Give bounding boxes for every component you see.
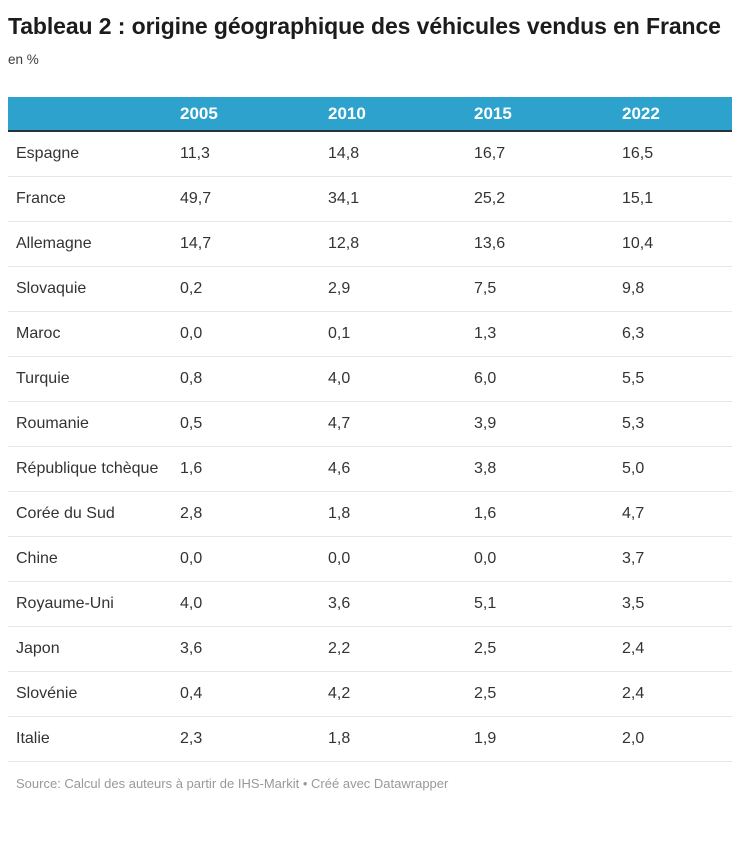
row-label: Allemagne: [8, 221, 172, 267]
row-label: Slovénie: [8, 671, 172, 717]
row-label: Turquie: [8, 356, 172, 402]
table-row: Allemagne 14,7 12,8 13,6 10,4: [8, 221, 732, 267]
unit-subtitle: en %: [8, 51, 39, 67]
cell-value: 2,3: [172, 716, 320, 762]
footer-separator: •: [302, 775, 308, 791]
cell-value: 5,0: [614, 446, 732, 492]
cell-value: 0,5: [172, 401, 320, 447]
datawrapper-credit-link[interactable]: Créé avec Datawrapper: [311, 775, 449, 791]
cell-value: 6,0: [466, 356, 614, 402]
cell-value: 2,5: [466, 626, 614, 672]
cell-value: 2,4: [614, 671, 732, 717]
row-label: Espagne: [8, 130, 172, 177]
cell-value: 6,3: [614, 311, 732, 357]
cell-value: 12,8: [320, 221, 466, 267]
cell-value: 0,0: [320, 536, 466, 582]
row-label: France: [8, 176, 172, 222]
cell-value: 1,9: [466, 716, 614, 762]
cell-value: 14,7: [172, 221, 320, 267]
row-label: République tchèque: [8, 446, 172, 492]
cell-value: 7,5: [466, 266, 614, 312]
cell-value: 2,4: [614, 626, 732, 672]
table-row: Espagne 11,3 14,8 16,7 16,5: [8, 130, 732, 177]
page-title: Tableau 2 : origine géographique des véh…: [8, 13, 721, 39]
table-row: Italie 2,3 1,8 1,9 2,0: [8, 716, 732, 762]
cell-value: 49,7: [172, 176, 320, 222]
cell-value: 11,3: [172, 130, 320, 177]
table-row: Chine 0,0 0,0 0,0 3,7: [8, 536, 732, 582]
row-label: Maroc: [8, 311, 172, 357]
cell-value: 0,0: [172, 311, 320, 357]
cell-value: 3,6: [172, 626, 320, 672]
year-column-header-2015: 2015: [466, 96, 614, 132]
cell-value: 0,1: [320, 311, 466, 357]
cell-value: 4,2: [320, 671, 466, 717]
cell-value: 3,9: [466, 401, 614, 447]
cell-value: 15,1: [614, 176, 732, 222]
cell-value: 34,1: [320, 176, 466, 222]
row-label: Roumanie: [8, 401, 172, 447]
row-label: Japon: [8, 626, 172, 672]
cell-value: 13,6: [466, 221, 614, 267]
cell-value: 3,5: [614, 581, 732, 627]
row-label: Royaume-Uni: [8, 581, 172, 627]
cell-value: 4,0: [320, 356, 466, 402]
cell-value: 3,6: [320, 581, 466, 627]
year-column-header-2010: 2010: [320, 96, 466, 132]
cell-value: 2,2: [320, 626, 466, 672]
cell-value: 16,7: [466, 130, 614, 177]
cell-value: 2,0: [614, 716, 732, 762]
cell-value: 1,8: [320, 716, 466, 762]
cell-value: 3,7: [614, 536, 732, 582]
cell-value: 5,3: [614, 401, 732, 447]
table-row: Corée du Sud 2,8 1,8 1,6 4,7: [8, 491, 732, 537]
table-header-row: 2005 2010 2015 2022: [8, 96, 732, 132]
cell-value: 0,0: [172, 536, 320, 582]
table-row: République tchèque 1,6 4,6 3,8 5,0: [8, 446, 732, 492]
cell-value: 2,9: [320, 266, 466, 312]
source-line: Source: Calcul des auteurs à partir de I…: [8, 762, 732, 792]
country-column-header: [8, 96, 172, 132]
cell-value: 2,8: [172, 491, 320, 537]
table-body: Espagne 11,3 14,8 16,7 16,5 France 49,7 34,1 25,…: [8, 130, 732, 762]
table-row: France 49,7 34,1 25,2 15,1: [8, 176, 732, 222]
cell-value: 4,7: [320, 401, 466, 447]
cell-value: 4,7: [614, 491, 732, 537]
cell-value: 0,4: [172, 671, 320, 717]
cell-value: 2,5: [466, 671, 614, 717]
cell-value: 1,3: [466, 311, 614, 357]
table-row: Slovénie 0,4 4,2 2,5 2,4: [8, 671, 732, 717]
cell-value: 0,2: [172, 266, 320, 312]
table-row: Maroc 0,0 0,1 1,3 6,3: [8, 311, 732, 357]
cell-value: 0,8: [172, 356, 320, 402]
data-table: 2005 2010 2015 2022 Espagne 11,3 14,8 16,7 1…: [8, 96, 732, 762]
row-label: Italie: [8, 716, 172, 762]
cell-value: 10,4: [614, 221, 732, 267]
table-row: Slovaquie 0,2 2,9 7,5 9,8: [8, 266, 732, 312]
table-row: Roumanie 0,5 4,7 3,9 5,3: [8, 401, 732, 447]
source-text: Source: Calcul des auteurs à partir de I…: [16, 775, 300, 791]
cell-value: 14,8: [320, 130, 466, 177]
row-label: Slovaquie: [8, 266, 172, 312]
table-widget: Tableau 2 : origine géographique des véh…: [8, 13, 732, 792]
table-row: Japon 3,6 2,2 2,5 2,4: [8, 626, 732, 672]
cell-value: 9,8: [614, 266, 732, 312]
cell-value: 4,0: [172, 581, 320, 627]
cell-value: 5,5: [614, 356, 732, 402]
year-column-header-2005: 2005: [172, 96, 320, 132]
cell-value: 4,6: [320, 446, 466, 492]
cell-value: 16,5: [614, 130, 732, 177]
cell-value: 5,1: [466, 581, 614, 627]
year-column-header-2022: 2022: [614, 96, 732, 132]
cell-value: 3,8: [466, 446, 614, 492]
cell-value: 25,2: [466, 176, 614, 222]
table-row: Turquie 0,8 4,0 6,0 5,5: [8, 356, 732, 402]
table-row: Royaume-Uni 4,0 3,6 5,1 3,5: [8, 581, 732, 627]
cell-value: 1,6: [172, 446, 320, 492]
cell-value: 1,6: [466, 491, 614, 537]
cell-value: 1,8: [320, 491, 466, 537]
row-label: Chine: [8, 536, 172, 582]
row-label: Corée du Sud: [8, 491, 172, 537]
cell-value: 0,0: [466, 536, 614, 582]
